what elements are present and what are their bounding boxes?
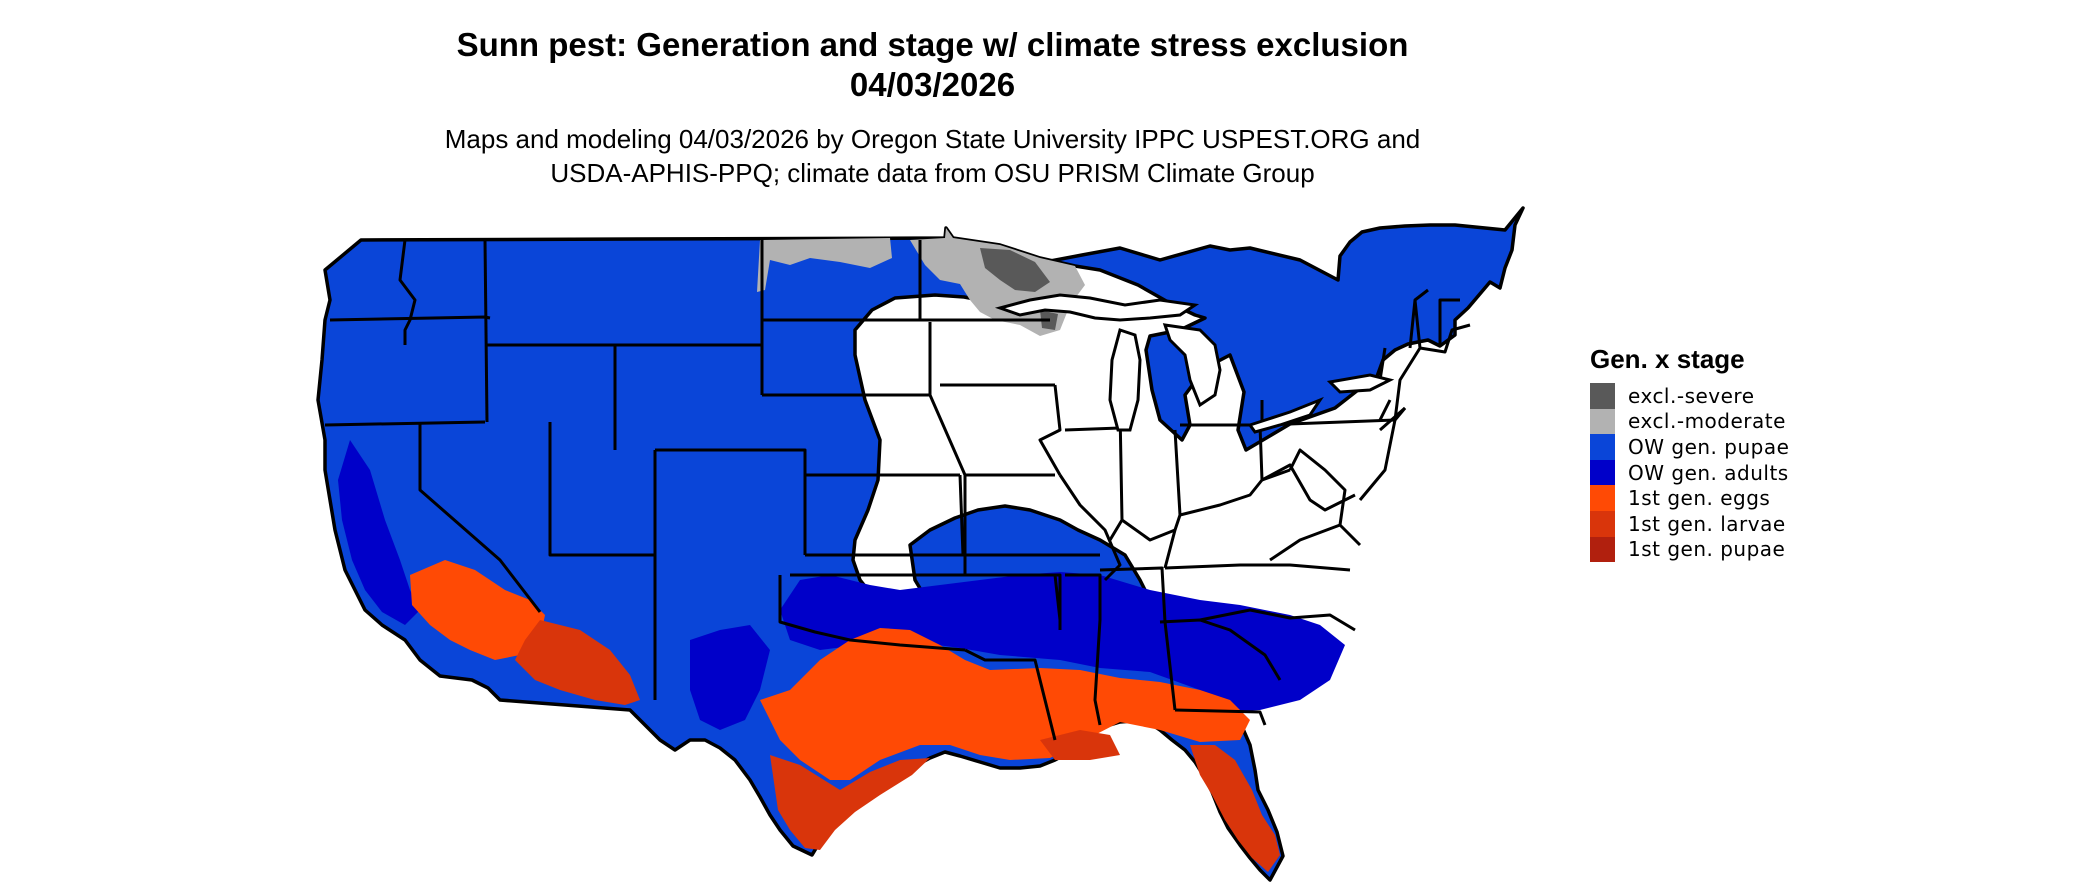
legend-label: OW gen. adults xyxy=(1628,460,1789,485)
lake-superior xyxy=(994,293,1200,322)
map-date: 04/03/2026 xyxy=(849,66,1016,103)
legend-swatch xyxy=(1590,408,1615,435)
map-title: Sunn pest: Generation and stage w/ clima… xyxy=(456,26,1409,63)
first-gen-eggs-area xyxy=(410,560,545,660)
legend: Gen. x stage excl.-severe excl.-moderate O… xyxy=(1590,344,1789,563)
excl-severe-area xyxy=(980,248,1050,292)
first-gen-larvae-area xyxy=(770,755,930,850)
lake-ontario xyxy=(1326,373,1395,394)
legend-label: excl.-severe xyxy=(1628,383,1755,408)
ow-adults-area xyxy=(780,572,1345,712)
legend-item: excl.-severe xyxy=(1590,383,1789,409)
lake-michigan xyxy=(1108,328,1142,432)
lake-erie xyxy=(1247,396,1324,434)
legend-item: OW gen. pupae xyxy=(1590,434,1789,460)
excl-moderate-area xyxy=(757,238,892,292)
first-gen-eggs-area xyxy=(760,628,1250,780)
map-subtitle-line2: USDA-APHIS-PPQ; climate data from OSU PR… xyxy=(550,158,1315,188)
legend-item: 1st gen. larvae xyxy=(1590,510,1789,537)
ow-adults-area xyxy=(338,440,420,625)
legend-swatch xyxy=(1590,383,1615,409)
lake-huron xyxy=(1162,323,1222,408)
first-gen-larvae-area xyxy=(1190,745,1280,872)
legend-item: OW gen. adults xyxy=(1590,459,1789,486)
state-boundaries xyxy=(324,239,1471,741)
legend-swatch xyxy=(1590,459,1615,486)
legend-label: 1st gen. larvae xyxy=(1628,511,1786,536)
first-gen-larvae-area xyxy=(1040,730,1120,760)
ow-adults-area xyxy=(690,625,770,730)
legend-item: 1st gen. pupae xyxy=(1590,536,1789,563)
first-gen-larvae-area xyxy=(515,620,640,705)
legend-label: 1st gen. pupae xyxy=(1628,537,1786,562)
legend-swatch xyxy=(1590,536,1615,563)
legend-label: 1st gen. eggs xyxy=(1628,486,1771,511)
legend-swatch xyxy=(1590,434,1615,460)
legend-label: OW gen. pupae xyxy=(1628,434,1790,459)
legend-item: excl.-moderate xyxy=(1590,408,1789,435)
legend-swatch xyxy=(1590,510,1615,537)
legend-item: 1st gen. eggs xyxy=(1590,485,1789,511)
legend-swatch xyxy=(1590,485,1615,511)
legend-label: excl.-moderate xyxy=(1628,409,1786,434)
map-subtitle-line1: Maps and modeling 04/03/2026 by Oregon S… xyxy=(444,124,1421,154)
legend-title: Gen. x stage xyxy=(1590,344,1745,374)
